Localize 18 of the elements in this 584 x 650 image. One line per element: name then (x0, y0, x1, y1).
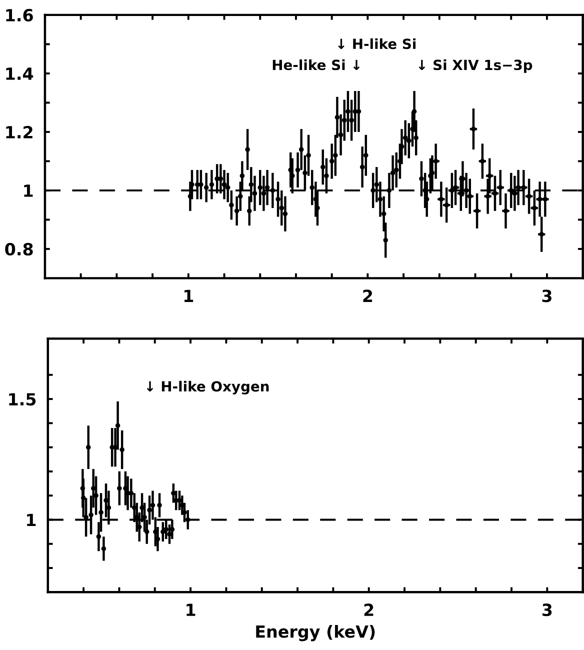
x-axis-title: Energy (keV) (256, 624, 375, 642)
y-tick-label: 1.2 (6, 126, 32, 138)
annotation: He-like Si ↓ (272, 59, 360, 70)
x-tick-label: 3 (542, 290, 552, 302)
annotation: ↓ Si XIV 1s−3p (418, 59, 532, 73)
annotation: ↓ H-like Oxygen (146, 380, 269, 394)
x-tick-label: 2 (363, 290, 372, 302)
x-tick-label: 1 (186, 604, 196, 616)
y-tick-label: 1 (24, 184, 33, 197)
x-tick-label: 1 (184, 290, 194, 302)
x-tick-label: 2 (364, 604, 374, 616)
y-tick-label: 1.4 (6, 68, 34, 80)
y-tick-label: 0.8 (5, 242, 33, 256)
y-tick-label: 1.6 (6, 8, 33, 22)
y-tick-label: 1.5 (9, 393, 36, 406)
y-tick-label: 1 (27, 514, 36, 526)
x-tick-label: 3 (542, 604, 552, 616)
annotation: ↓ H-like Si (338, 38, 416, 50)
